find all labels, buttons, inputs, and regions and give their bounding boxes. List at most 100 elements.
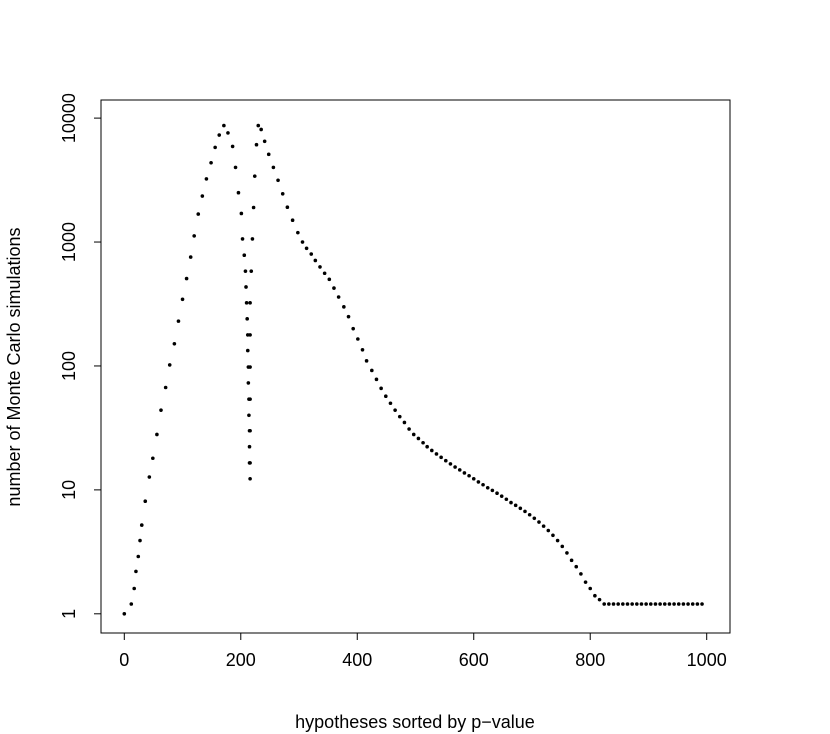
data-point — [313, 258, 318, 263]
data-point — [485, 485, 490, 490]
data-point — [247, 444, 252, 449]
data-point — [499, 494, 504, 498]
data-point — [230, 144, 235, 149]
y-tick-label: 1 — [59, 609, 79, 619]
y-tick-label: 10000 — [59, 93, 79, 143]
data-point — [217, 133, 222, 137]
data-point — [243, 269, 248, 273]
data-point — [439, 455, 443, 460]
data-point — [471, 476, 476, 481]
data-point — [242, 253, 247, 257]
data-point — [244, 301, 249, 305]
data-point — [276, 178, 280, 183]
data-point — [443, 458, 448, 463]
x-tick-label: 600 — [459, 650, 489, 670]
x-axis-label: hypotheses sorted by p−value — [295, 712, 535, 732]
data-point — [332, 286, 336, 290]
data-point — [122, 612, 127, 616]
data-point — [209, 160, 213, 165]
data-point — [384, 394, 388, 399]
data-point — [593, 593, 597, 598]
data-point — [588, 586, 593, 591]
data-point — [569, 558, 574, 563]
data-point — [504, 497, 509, 502]
data-point — [690, 602, 695, 606]
data-point — [421, 440, 425, 445]
data-point — [611, 602, 616, 606]
data-point — [648, 602, 653, 606]
data-point — [667, 602, 672, 606]
data-point — [686, 602, 690, 606]
data-point — [176, 319, 181, 323]
data-point — [351, 326, 355, 331]
data-point — [644, 602, 648, 606]
data-point — [481, 482, 485, 487]
y-tick-label: 100 — [59, 351, 79, 381]
plot-frame — [100, 99, 731, 634]
data-point — [625, 602, 630, 606]
data-point — [393, 408, 397, 412]
data-point — [147, 475, 152, 479]
data-point — [541, 524, 546, 528]
data-point — [129, 602, 134, 606]
data-point — [151, 456, 155, 461]
data-point — [248, 461, 252, 465]
data-point — [318, 265, 322, 269]
data-point — [300, 240, 305, 244]
data-point — [527, 512, 532, 517]
data-point — [407, 427, 411, 431]
data-point — [266, 152, 271, 157]
y-axis-label: number of Monte Carlo simulations — [4, 227, 24, 506]
data-point — [196, 212, 201, 216]
x-axis: 0 200 400 600 800 1000 — [119, 632, 727, 670]
data-point — [448, 462, 453, 466]
data-point — [370, 368, 374, 373]
data-point — [247, 413, 251, 418]
data-point — [662, 602, 667, 606]
data-point — [163, 385, 168, 390]
data-point — [416, 436, 421, 441]
data-point — [597, 597, 602, 602]
x-tick-label: 1000 — [687, 650, 727, 670]
data-point — [560, 544, 565, 549]
data-point — [342, 305, 346, 309]
data-point — [251, 205, 256, 210]
y-axis: 1 10 100 1000 10000 — [59, 93, 102, 619]
data-point — [134, 569, 138, 574]
data-point — [509, 500, 513, 505]
data-point — [259, 127, 263, 132]
data-point — [565, 551, 569, 555]
data-point — [579, 572, 583, 576]
data-point — [653, 602, 658, 606]
data-point — [254, 142, 259, 147]
data-point — [462, 471, 467, 475]
data-point — [583, 580, 588, 584]
data-point — [374, 377, 379, 382]
data-point — [262, 139, 267, 144]
data-point — [200, 194, 205, 198]
data-point — [425, 444, 429, 449]
data-point — [136, 554, 141, 559]
data-point — [143, 499, 148, 504]
data-point — [138, 538, 142, 543]
data-point — [322, 271, 327, 276]
data-point — [248, 397, 252, 401]
data-point — [700, 602, 704, 606]
data-point — [280, 192, 285, 196]
x-tick-label: 400 — [342, 650, 372, 670]
data-point — [457, 468, 462, 472]
data-point — [555, 538, 560, 543]
data-point — [402, 420, 407, 425]
data-point — [681, 602, 686, 606]
data-point — [621, 602, 625, 606]
data-point — [159, 408, 163, 412]
data-point — [635, 602, 639, 606]
data-point — [192, 234, 196, 238]
data-point — [285, 205, 290, 210]
data-point — [476, 480, 481, 484]
data-point — [327, 277, 332, 282]
data-point — [676, 602, 681, 606]
data-point — [240, 237, 245, 241]
data-point — [248, 476, 252, 481]
